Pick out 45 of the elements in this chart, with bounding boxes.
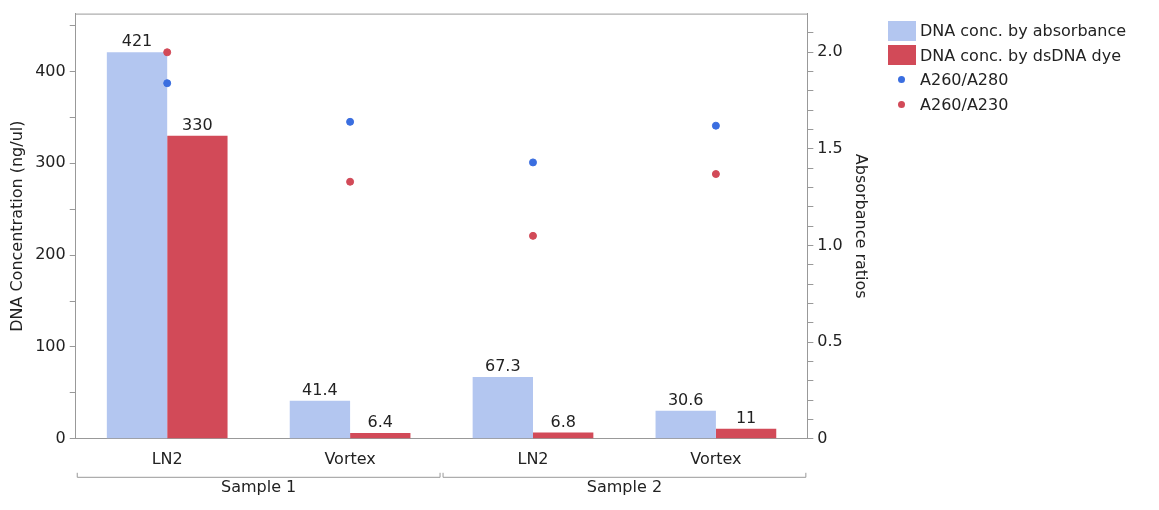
y2-tick-label: 0.5 [817, 331, 843, 351]
y-tick-label: 300 [35, 152, 66, 172]
data-label: 67.3 [485, 356, 521, 376]
text: Sample 1 [221, 476, 297, 496]
bar [167, 135, 228, 439]
y-tick-label: 100 [35, 336, 66, 356]
data-label: 11 [735, 407, 757, 427]
y-tick-label: 0 [55, 427, 66, 447]
y-tick-label: 200 [35, 244, 66, 264]
legend-label: DNA conc. by dsDNA dye [920, 45, 1122, 64]
bar [715, 428, 777, 439]
y2-axis-title: Absorbance ratios [852, 153, 872, 299]
x-tick-label: LN2 [151, 448, 183, 468]
data-label: 30.6 [667, 389, 704, 409]
bar [106, 52, 168, 439]
y2-tick-label: 0 [817, 427, 828, 447]
data-label: 6.4 [367, 412, 393, 432]
data-label: 6.8 [550, 411, 576, 431]
bar [655, 410, 716, 439]
point [529, 158, 537, 167]
point [711, 121, 720, 130]
x-tick-label: Vortex [690, 448, 742, 468]
legend-label: A260/A230 [920, 94, 1009, 113]
point [163, 48, 172, 57]
point [711, 170, 720, 179]
data-label: 421 [121, 31, 153, 51]
y-axis-title: DNA Concentration (ng/ul) [6, 120, 26, 332]
y2-tick-label: 1.5 [817, 138, 843, 158]
bar [350, 432, 411, 439]
data-label: 41.4 [302, 379, 338, 399]
x-tick-label: Vortex [324, 448, 376, 468]
data-label: 330 [182, 114, 213, 134]
point [529, 231, 537, 240]
point [163, 79, 172, 88]
bar [472, 376, 533, 439]
bar [289, 400, 351, 439]
x-tick-label: LN2 [517, 448, 549, 468]
point [346, 117, 355, 126]
y2-tick-label: 2.0 [817, 41, 843, 61]
legend-label: A260/A280 [920, 69, 1009, 89]
text: Sample 2 [586, 476, 663, 496]
point [346, 177, 355, 186]
y-tick-label: 400 [35, 60, 66, 80]
y2-tick-label: 1.0 [817, 234, 843, 254]
legend-label: DNA conc. by absorbance [920, 20, 1127, 40]
